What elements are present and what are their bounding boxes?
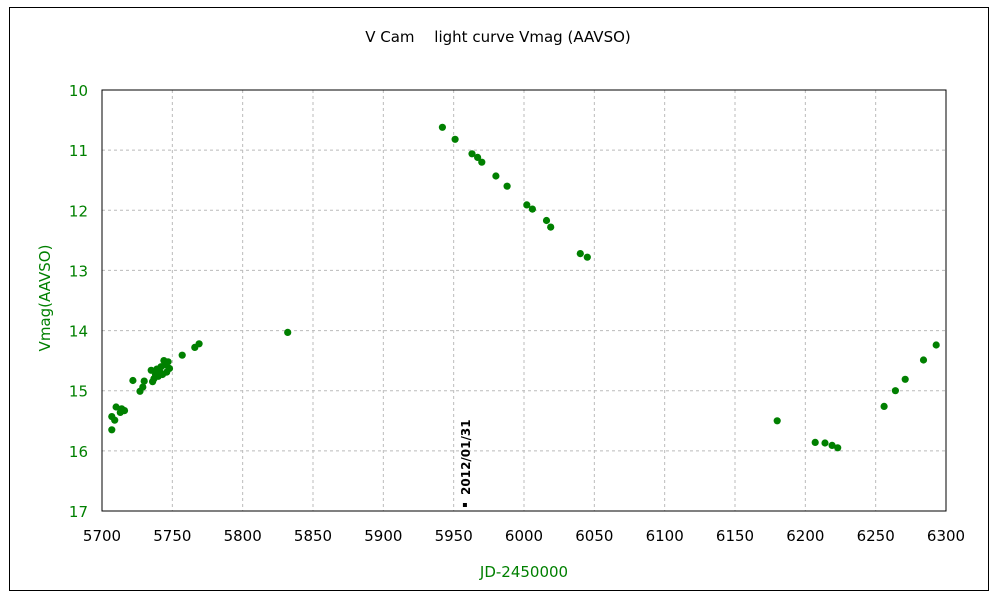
y-tick-label: 15 — [69, 383, 88, 401]
data-point — [523, 201, 531, 209]
data-point — [165, 364, 174, 373]
y-axis-label: Vmag(AAVSO) — [36, 245, 54, 352]
y-tick-label: 12 — [69, 202, 88, 220]
data-point — [811, 438, 819, 446]
x-tick-label: 5700 — [83, 527, 121, 545]
data-point — [164, 358, 172, 366]
data-point — [438, 123, 446, 131]
data-point — [108, 426, 116, 434]
y-tick-label: 14 — [69, 323, 88, 341]
data-point — [474, 153, 482, 161]
annotation-label: 2012/01/31 — [459, 419, 473, 495]
grid-lines — [102, 90, 946, 511]
data-point — [468, 150, 476, 158]
data-point — [821, 439, 829, 447]
x-tick-label: 6300 — [927, 527, 965, 545]
data-point — [140, 377, 148, 385]
data-point — [139, 383, 147, 391]
x-tick-label: 6050 — [575, 527, 613, 545]
data-point — [284, 328, 292, 336]
data-point — [932, 341, 940, 349]
data-point — [129, 376, 137, 385]
y-tick-label: 10 — [69, 82, 88, 100]
x-tick-label: 6000 — [505, 527, 543, 545]
y-tick-label: 13 — [69, 262, 88, 280]
chart-title: V Cam light curve Vmag (AAVSO) — [365, 28, 631, 46]
data-point — [919, 356, 928, 364]
data-point — [178, 351, 186, 359]
x-tick-label: 5950 — [435, 527, 473, 545]
data-point — [891, 387, 900, 395]
data-point — [547, 223, 555, 231]
x-tick-labels: 5700 5750 5800 5850 5900 5950 6000 6050 6100 6150… — [83, 527, 965, 545]
data-point — [834, 444, 842, 452]
data-point — [773, 417, 781, 425]
data-points — [108, 123, 940, 452]
x-tick-label: 6100 — [646, 527, 684, 545]
y-tick-label: 17 — [69, 503, 88, 521]
data-point — [492, 172, 500, 180]
data-point — [576, 250, 584, 258]
data-point — [828, 441, 836, 449]
data-point — [451, 135, 459, 143]
data-point — [111, 416, 119, 424]
x-tick-label: 5750 — [153, 527, 191, 545]
annotation-marker — [462, 502, 467, 507]
data-point — [195, 340, 203, 348]
data-point — [120, 407, 129, 415]
date-annotation: 2012/01/31 — [459, 419, 473, 507]
data-point — [528, 205, 537, 213]
y-tick-label: 11 — [69, 142, 88, 160]
data-point — [901, 375, 909, 383]
y-tick-label: 16 — [69, 443, 88, 461]
x-axis-label: JD-2450000 — [479, 563, 568, 581]
data-point — [112, 403, 120, 411]
data-point — [503, 182, 511, 190]
x-tick-label: 5900 — [364, 527, 402, 545]
x-tick-label: 5850 — [294, 527, 332, 545]
x-tick-label: 6200 — [786, 527, 824, 545]
data-point — [880, 402, 888, 410]
data-point — [542, 216, 551, 225]
data-point — [478, 158, 486, 166]
x-tick-label: 6150 — [716, 527, 754, 545]
y-tick-labels: 10 11 12 13 14 15 16 17 — [69, 82, 88, 521]
x-tick-label: 5800 — [224, 527, 262, 545]
data-point — [583, 253, 591, 261]
x-tick-label: 6250 — [857, 527, 895, 545]
plot-area — [101, 89, 947, 512]
